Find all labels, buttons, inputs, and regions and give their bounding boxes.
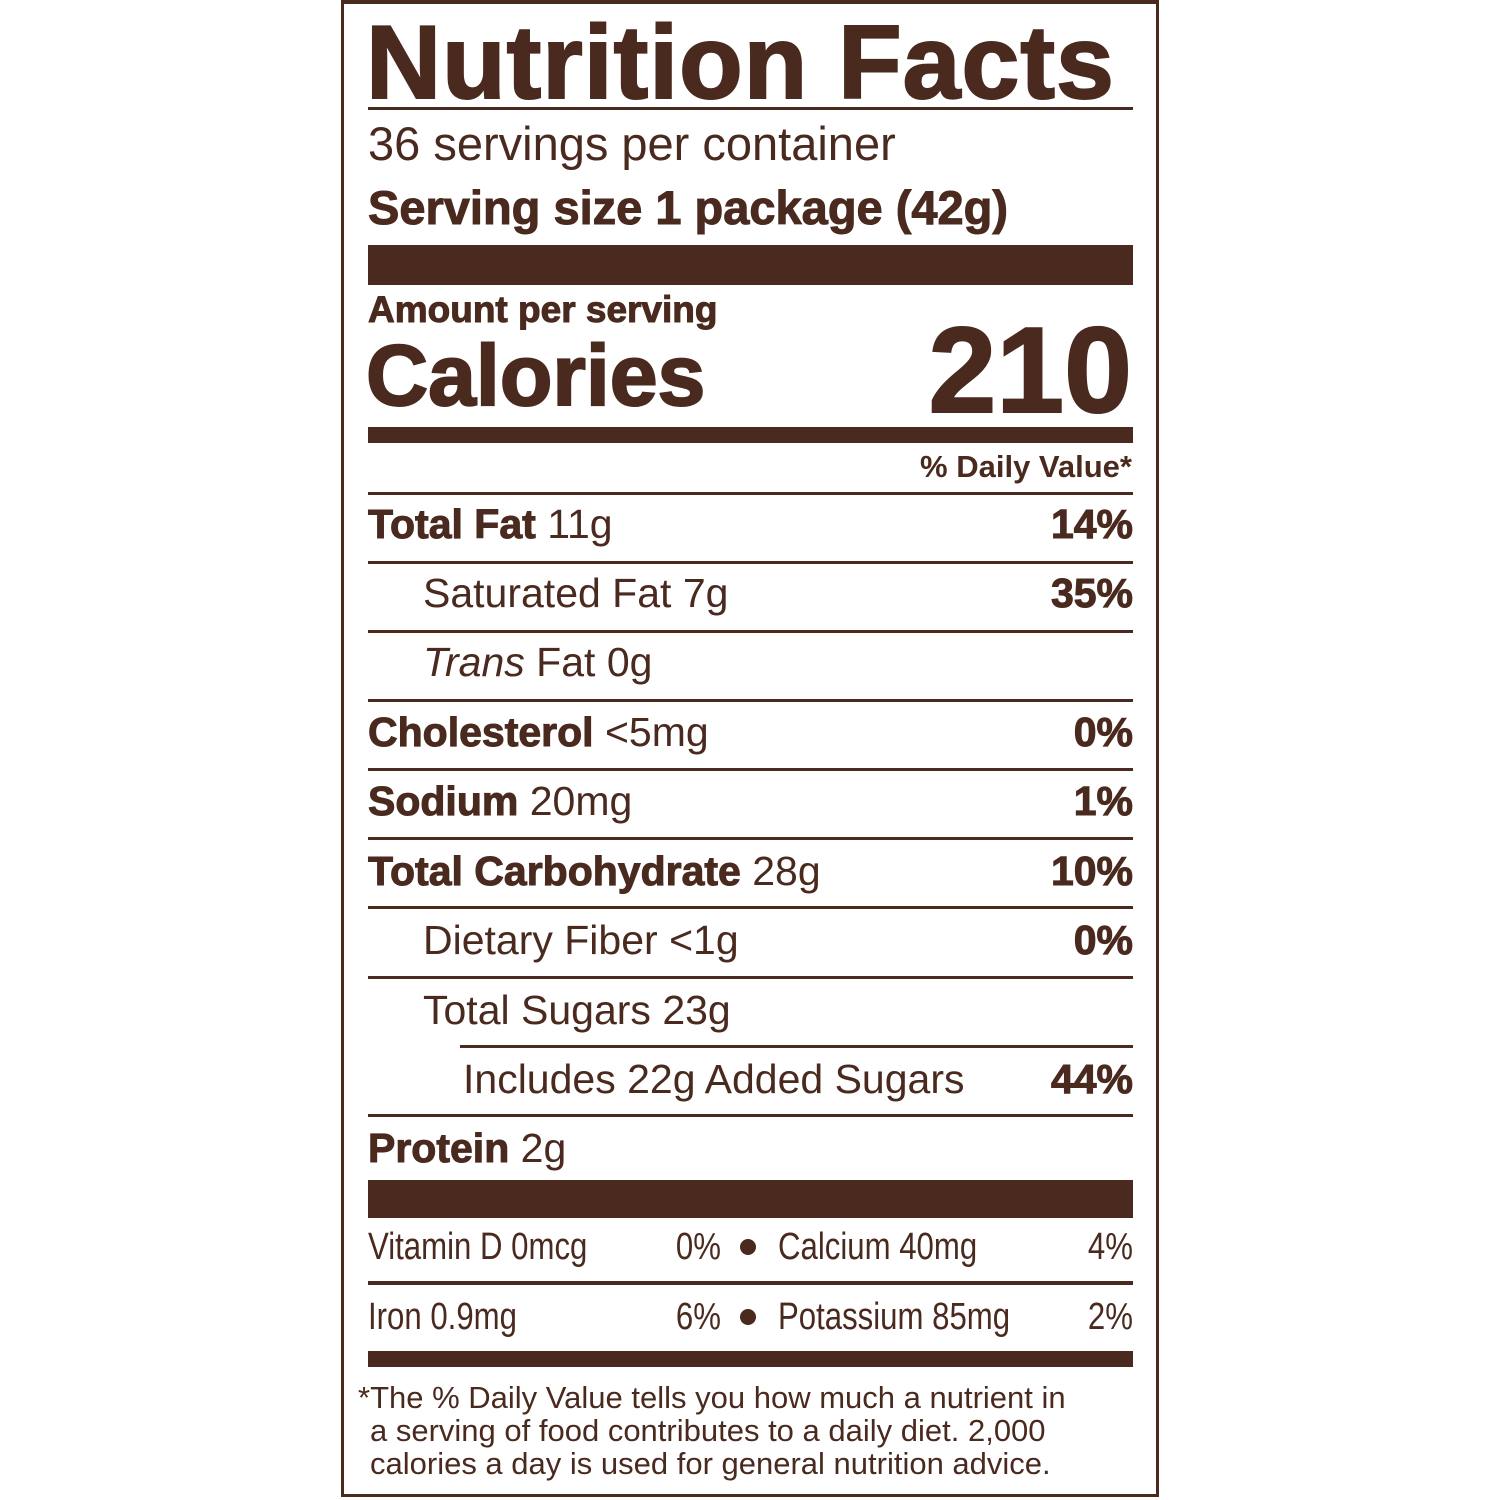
serving-size: Serving size 1 package (42g) [367, 180, 1009, 235]
nutrient-row-sodium: Sodium 20mg 1% [367, 771, 1133, 831]
divider [368, 1114, 1133, 1117]
nutrient-amount: 11g [547, 500, 613, 547]
nutrient-amount: 2g [520, 1124, 567, 1171]
footnote: *The % Daily Value tells you how much a … [358, 1381, 1148, 1480]
label-title: Nutrition Facts [365, 4, 1115, 122]
micronutrient-label: Iron 0.9mg [368, 1296, 517, 1338]
nutrient-row-total-carbohydrate: Total Carbohydrate 28g 10% [368, 841, 1134, 901]
nutrient-name: Dietary Fiber [423, 916, 658, 963]
divider [368, 630, 1133, 633]
micronutrient-label: Potassium 85mg [778, 1296, 1011, 1338]
divider [368, 107, 1133, 110]
nutrient-amount: 28g [752, 847, 821, 894]
thick-divider [368, 1180, 1133, 1218]
micronutrient-label: Vitamin D 0mcg [368, 1226, 588, 1268]
nutrient-row-trans-fat: Trans Fat 0g [368, 632, 1133, 692]
nutrient-amount: 20mg [529, 777, 633, 824]
nutrient-name: Includes 22g Added Sugars [463, 1055, 965, 1102]
calories-label: Calories [365, 327, 706, 425]
servings-per-container: 36 servings per container [368, 117, 896, 170]
nutrient-name: Total Carbohydrate [368, 847, 742, 894]
nutrient-amount: <5mg [604, 708, 709, 755]
bullet-icon [740, 1309, 756, 1325]
nutrient-row-saturated-fat: Saturated Fat 7g 35% [368, 563, 1134, 623]
micronutrient-dv: 6% [675, 1296, 721, 1338]
micronutrient-dv: 4% [1087, 1226, 1133, 1268]
nutrient-dv: 44% [1050, 1055, 1133, 1102]
nutrient-row-total-fat: Total Fat 11g 14% [368, 494, 1134, 554]
nutrient-amount: <1g [669, 916, 739, 963]
micronutrient-row: Vitamin D 0mcg 0% Calcium 40mg 4% [368, 1222, 1133, 1272]
nutrient-dv: 0% [1073, 708, 1133, 755]
nutrition-label-border [341, 0, 1159, 1497]
nutrient-name: Total Fat [368, 500, 537, 547]
divider [368, 837, 1133, 840]
divider [368, 768, 1133, 771]
calories-value: 210 [927, 301, 1133, 439]
nutrient-name: Sodium [367, 777, 519, 824]
nutrient-row-total-sugars: Total Sugars 23g [368, 980, 1133, 1040]
divider [368, 699, 1133, 702]
micronutrient-dv: 0% [675, 1226, 721, 1268]
nutrient-name: Trans [423, 638, 525, 685]
micronutrient-row: Iron 0.9mg 6% Potassium 85mg 2% [368, 1292, 1133, 1342]
nutrient-row-added-sugars: Includes 22g Added Sugars 44% [368, 1049, 1134, 1109]
serving-size-label: Serving size [367, 181, 643, 235]
nutrient-row-dietary-fiber: Dietary Fiber <1g 0% [368, 910, 1134, 970]
divider [368, 561, 1133, 564]
nutrient-dv: 14% [1050, 500, 1133, 547]
medium-divider [368, 427, 1133, 443]
micronutrient-dv: 2% [1087, 1296, 1133, 1338]
nutrient-dv: 1% [1073, 777, 1133, 824]
micronutrient-label: Calcium 40mg [778, 1226, 978, 1268]
daily-value-header: % Daily Value* [920, 449, 1132, 484]
bullet-icon [740, 1239, 756, 1255]
medium-divider [368, 1351, 1133, 1367]
divider [368, 906, 1133, 909]
nutrient-name: Saturated Fat [423, 569, 672, 616]
footnote-line: a serving of food contributes to a daily… [370, 1413, 1046, 1448]
footnote-line: *The % Daily Value tells you how much a … [358, 1380, 1066, 1415]
nutrient-dv: 10% [1050, 847, 1133, 894]
divider [368, 1281, 1133, 1285]
nutrient-dv: 0% [1073, 916, 1133, 963]
nutrient-row-cholesterol: Cholesterol <5mg 0% [368, 702, 1134, 762]
divider [368, 492, 1133, 495]
thick-divider [368, 245, 1133, 285]
divider [368, 976, 1133, 979]
nutrient-amount: 7g [682, 569, 729, 616]
divider [460, 1045, 1133, 1048]
nutrient-amount: 23g [662, 986, 731, 1033]
footnote-line: calories a day is used for general nutri… [370, 1446, 1051, 1481]
nutrient-name: Cholesterol [368, 708, 595, 755]
nutrient-amount: 0g [606, 638, 653, 685]
nutrient-name: Protein [367, 1124, 510, 1171]
serving-size-value: 1 package (42g) [655, 181, 1009, 235]
nutrient-dv: 35% [1050, 569, 1133, 616]
nutrient-name: Total Sugars [423, 986, 651, 1033]
nutrient-row-protein: Protein 2g [367, 1118, 1133, 1178]
nutrient-name-rest: Fat [536, 638, 596, 685]
amount-per-serving: Amount per serving [368, 289, 718, 331]
